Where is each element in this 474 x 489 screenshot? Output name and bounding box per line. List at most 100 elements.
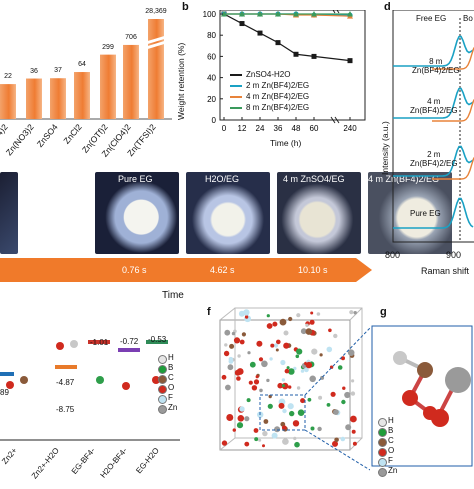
bar-2 — [50, 78, 66, 119]
panel-d-frame — [392, 10, 474, 243]
md-atom — [351, 379, 355, 383]
legend-label-2: 4 m Zn(BF4)2/EG — [246, 92, 310, 101]
time-znso4-eg: 10.10 s — [298, 265, 328, 275]
md-atom — [237, 354, 241, 358]
e-legend-dot-O — [158, 385, 167, 394]
md-atom — [278, 402, 285, 409]
md-atom — [279, 318, 287, 326]
md-atom — [305, 323, 309, 327]
md-atom — [289, 410, 295, 417]
g-legend-dot-O — [378, 448, 387, 457]
panel-d-bound: Bo — [463, 14, 473, 23]
md-atom — [350, 391, 356, 396]
e-legend-label-O: O — [168, 383, 175, 392]
e-legend-dot-H — [158, 355, 167, 364]
xtick-0: 0 — [222, 124, 227, 133]
md-atom — [316, 312, 321, 316]
md-atom — [305, 361, 313, 369]
xtick-5: 60 — [310, 124, 319, 133]
md-atom — [261, 360, 268, 368]
bar-4 — [100, 54, 116, 119]
zoom-line-bottom — [304, 429, 370, 471]
md-atom — [292, 420, 300, 427]
spectrum-bound-1 — [432, 99, 474, 122]
point-3-3 — [275, 11, 281, 17]
md-atom — [310, 311, 314, 315]
md-atom — [277, 382, 283, 389]
zoom-region — [259, 394, 306, 431]
value-zn: 89 — [0, 388, 9, 397]
md-atom — [282, 438, 289, 445]
xtick-4: 48 — [292, 124, 301, 133]
level-zn-h2o — [55, 365, 77, 369]
value-zn-h2o-b: -8.75 — [56, 405, 75, 414]
panel-d-letter: d — [384, 1, 391, 13]
bar-5 — [123, 44, 139, 119]
photo-partial — [0, 172, 18, 254]
md-atom — [271, 432, 278, 439]
spectrum-bound-2 — [432, 157, 474, 180]
ytick-3: 60 — [207, 52, 216, 61]
molecule-atom-0 — [6, 381, 14, 389]
box-back — [234, 307, 363, 439]
point-0-1 — [239, 21, 245, 27]
md-atom — [347, 349, 355, 356]
md-atom — [269, 357, 273, 361]
md-atom — [267, 403, 273, 409]
md-atom — [340, 436, 346, 442]
point-3-1 — [239, 11, 245, 17]
timeline-label: Time — [162, 290, 184, 301]
md-atom — [234, 369, 241, 376]
panel-d-label-pure: Pure EG — [410, 209, 441, 218]
g-legend-label-O: O — [388, 446, 395, 455]
panel-g-cluster — [371, 325, 473, 467]
md-atom — [286, 366, 290, 370]
md-atom — [311, 348, 318, 355]
e-legend-label-H: H — [168, 353, 174, 362]
g-legend-dot-B — [378, 428, 387, 437]
point-0-6 — [347, 58, 353, 64]
e-legend-dot-F — [158, 395, 167, 404]
md-atom — [270, 343, 275, 348]
bar-3 — [74, 72, 90, 119]
point-0-5 — [311, 53, 317, 59]
md-atom — [296, 313, 301, 318]
bar-value-3: 64 — [78, 61, 86, 69]
value-h2o-bf4: -0.72 — [120, 337, 139, 346]
md-atom — [262, 444, 265, 448]
legend-label-0: ZnSO4-H2O — [246, 70, 291, 79]
md-atom — [273, 343, 279, 348]
md-atom — [251, 385, 258, 391]
caption-h2o-eg: H2O/EG — [205, 174, 240, 184]
md-atom — [238, 310, 245, 317]
md-atom — [295, 354, 300, 359]
md-atom — [259, 388, 263, 393]
md-atom — [236, 376, 241, 381]
md-atom — [221, 374, 227, 380]
md-atom — [281, 384, 285, 388]
caption-znso4-eg: 4 m ZnSO4/EG — [283, 174, 345, 184]
ytick-5: 100 — [203, 10, 217, 19]
md-atom — [309, 375, 316, 383]
md-atom — [256, 340, 263, 347]
md-atom — [293, 436, 297, 441]
md-atom — [253, 428, 259, 433]
md-atom — [258, 438, 262, 442]
panel-g-letter: g — [380, 306, 387, 318]
legend-swatch-3 — [230, 107, 242, 109]
md-atom — [309, 319, 315, 325]
photo-pure-eg — [95, 172, 179, 254]
md-atom — [317, 426, 322, 432]
panel-a-bars — [0, 19, 172, 120]
md-atom — [283, 342, 290, 349]
spectrum-3 — [393, 197, 474, 229]
md-atom — [244, 441, 250, 447]
md-atom — [319, 353, 323, 357]
md-atom — [300, 328, 307, 335]
md-atom — [326, 403, 331, 407]
md-atom — [294, 441, 300, 448]
md-atom — [333, 333, 338, 339]
photo-h2o-eg — [186, 172, 270, 254]
caption-pure-eg: Pure EG — [118, 174, 153, 184]
legend-swatch-1 — [230, 85, 242, 87]
